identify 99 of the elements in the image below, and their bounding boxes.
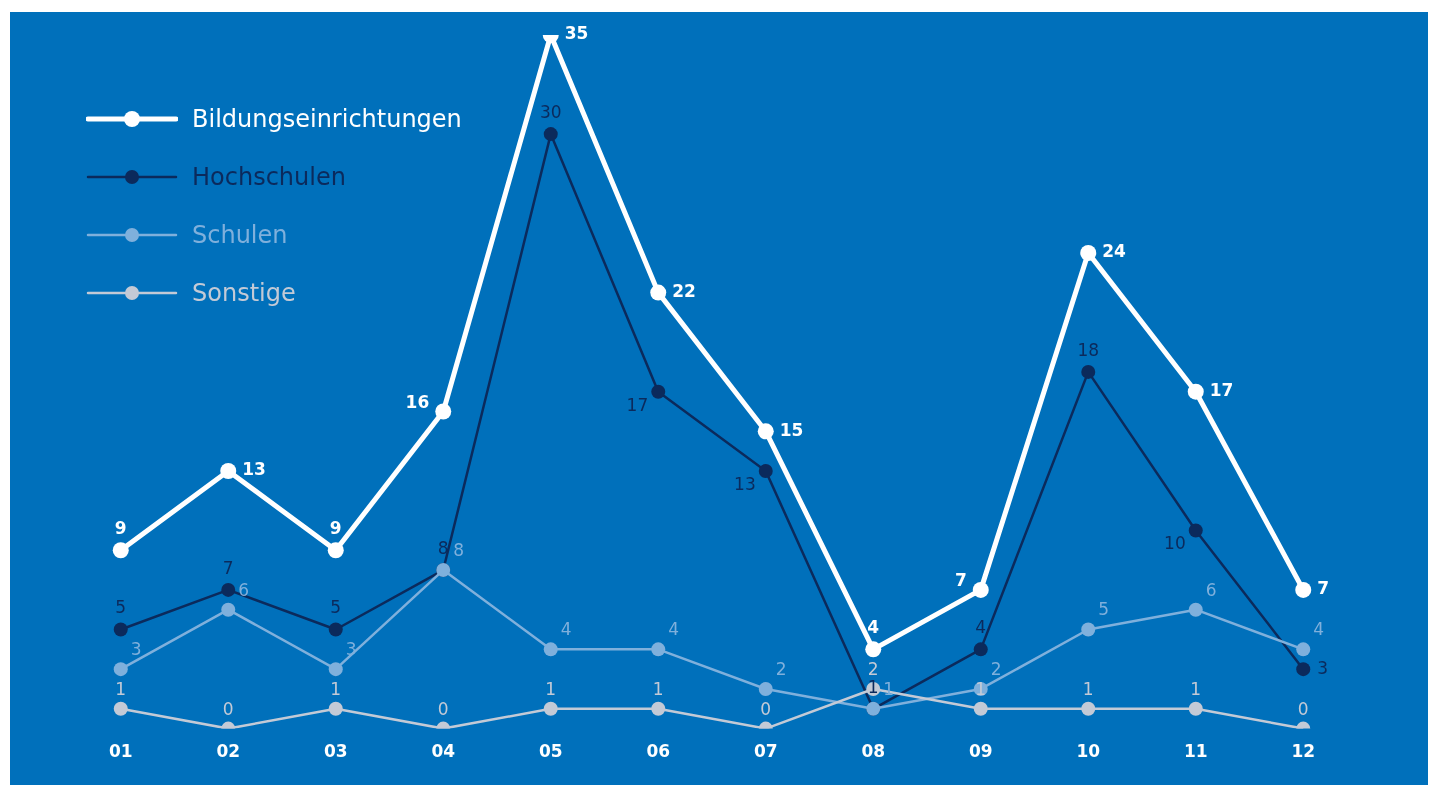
data-label: 0 — [222, 698, 234, 719]
x-tick-label: 05 — [538, 741, 563, 762]
data-label: 35 — [564, 23, 589, 44]
point — [112, 542, 129, 559]
data-label: 4 — [560, 619, 572, 640]
x-tick-label: 02 — [216, 741, 241, 762]
x-tick-label: 03 — [323, 741, 348, 762]
data-label: 2 — [867, 658, 879, 679]
data-label: 5 — [115, 597, 127, 618]
point — [543, 127, 558, 142]
point — [1188, 523, 1203, 538]
data-label: 0 — [760, 698, 772, 719]
data-label: 13 — [734, 473, 756, 494]
data-label: 1 — [975, 678, 987, 699]
legend-label: Hochschulen — [192, 163, 346, 191]
point — [1080, 244, 1097, 261]
data-label: 2 — [990, 658, 1002, 679]
point — [651, 384, 666, 399]
data-label: 5 — [1098, 599, 1110, 620]
data-label: 1 — [1082, 678, 1094, 699]
point — [543, 701, 558, 716]
point — [757, 423, 774, 440]
point — [220, 462, 237, 479]
point — [1295, 581, 1312, 598]
x-tick-label: 11 — [1183, 741, 1208, 762]
data-label: 4 — [975, 617, 987, 638]
x-tick-label: 12 — [1291, 741, 1316, 762]
data-label: 4 — [867, 617, 880, 638]
point — [1296, 642, 1311, 657]
data-label: 3 — [1317, 657, 1329, 678]
point — [865, 641, 882, 658]
data-label: 17 — [626, 394, 649, 415]
data-label: 18 — [1077, 339, 1100, 360]
point — [651, 642, 666, 657]
data-label: 22 — [672, 281, 696, 302]
data-label: 7 — [954, 570, 967, 591]
data-label: 7 — [1317, 578, 1330, 599]
x-tick-label: 09 — [968, 741, 993, 762]
data-label: 10 — [1164, 533, 1186, 554]
data-label: 0 — [437, 698, 449, 719]
data-label: 9 — [114, 518, 127, 539]
legend-label: Bildungseinrichtungen — [192, 105, 462, 133]
data-label: 5 — [330, 597, 342, 618]
data-label: 8 — [453, 539, 465, 560]
data-label: 1 — [867, 676, 879, 697]
x-tick-label: 06 — [646, 741, 671, 762]
x-tick-label: 08 — [861, 741, 886, 762]
point — [328, 622, 343, 637]
data-label: 2 — [775, 658, 787, 679]
point — [435, 403, 452, 420]
data-label: 1 — [545, 678, 557, 699]
point — [1187, 383, 1204, 400]
data-label: 1 — [652, 678, 664, 699]
data-label: 16 — [405, 391, 430, 412]
x-tick-label: 07 — [753, 741, 778, 762]
point — [651, 701, 666, 716]
data-label: 6 — [238, 579, 250, 600]
data-label: 4 — [1313, 619, 1325, 640]
point — [1081, 701, 1096, 716]
data-label: 13 — [242, 459, 266, 480]
point — [221, 582, 236, 597]
data-label: 17 — [1209, 380, 1234, 401]
data-label: 30 — [539, 102, 562, 123]
point — [328, 701, 343, 716]
point — [113, 622, 128, 637]
data-label: 4 — [668, 619, 680, 640]
data-label: 7 — [222, 557, 234, 578]
x-tick-label: 10 — [1076, 741, 1101, 762]
legend-label: Sonstige — [192, 279, 296, 307]
data-label: 24 — [1102, 241, 1127, 262]
legend-label: Schulen — [192, 221, 288, 249]
point — [1296, 662, 1311, 677]
point — [1188, 602, 1203, 617]
data-label: 1 — [115, 678, 127, 699]
data-label: 1 — [330, 678, 342, 699]
x-tick-label: 04 — [431, 741, 456, 762]
point — [1188, 701, 1203, 716]
point — [327, 542, 344, 559]
data-label: 8 — [437, 537, 449, 558]
data-label: 9 — [329, 518, 342, 539]
data-label: 0 — [1297, 698, 1309, 719]
point — [543, 642, 558, 657]
point — [1081, 364, 1096, 379]
point — [328, 662, 343, 677]
data-label: 3 — [130, 639, 142, 660]
data-label: 1 — [1190, 678, 1202, 699]
point — [758, 681, 773, 696]
point — [1081, 622, 1096, 637]
data-label: 15 — [779, 419, 804, 440]
point — [650, 284, 667, 301]
point — [221, 602, 236, 617]
point — [973, 701, 988, 716]
point — [972, 581, 989, 598]
point — [758, 463, 773, 478]
x-tick-label: 01 — [108, 741, 133, 762]
point — [113, 701, 128, 716]
point — [113, 662, 128, 677]
point — [973, 642, 988, 657]
data-label: 6 — [1205, 579, 1217, 600]
